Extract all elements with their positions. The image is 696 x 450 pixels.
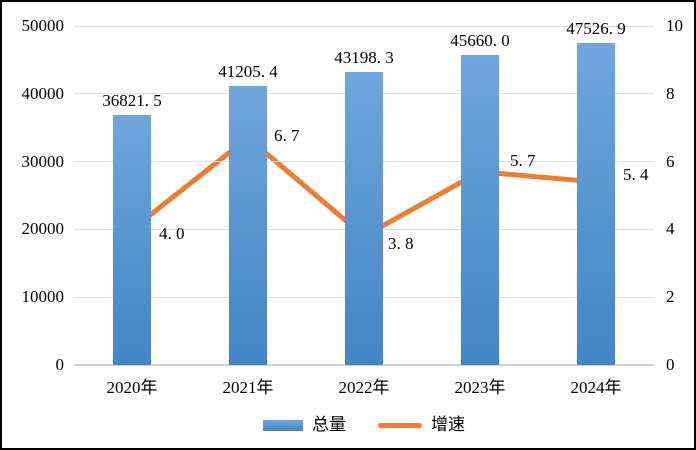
x-axis-label-2022年: 2022年 xyxy=(338,378,390,397)
gridline xyxy=(74,25,654,27)
legend-label-total: 总量 xyxy=(312,415,346,434)
left-axis-tick: 30000 xyxy=(21,151,65,171)
bar-2021年 xyxy=(229,85,267,365)
bar-value-label: 45660. 0 xyxy=(450,31,510,51)
left-axis-tick: 10000 xyxy=(21,287,65,307)
legend-label-growth: 增速 xyxy=(431,415,465,434)
line-value-label: 5. 7 xyxy=(510,150,536,170)
legend-item-growth: 增速 xyxy=(378,415,465,435)
right-axis-tick: 4 xyxy=(666,219,675,239)
left-axis-tick: 20000 xyxy=(21,219,65,239)
bar-value-label: 43198. 3 xyxy=(334,48,394,68)
line-value-label: 3. 8 xyxy=(388,234,414,254)
right-axis-tick: 2 xyxy=(666,287,675,307)
line-value-label: 5. 4 xyxy=(623,164,649,184)
right-axis-tick: 8 xyxy=(666,83,675,103)
x-axis-label-2023年: 2023年 xyxy=(454,378,506,397)
bar-value-label: 41205. 4 xyxy=(218,61,278,81)
bar-2023年 xyxy=(461,55,499,365)
left-axis-tick: 40000 xyxy=(21,83,65,103)
line-value-label: 4. 0 xyxy=(159,224,185,244)
x-axis-label-2024年: 2024年 xyxy=(570,378,622,397)
left-axis-tick: 0 xyxy=(55,355,65,374)
x-axis-label-2021年: 2021年 xyxy=(222,378,274,397)
left-axis-tick: 50000 xyxy=(21,16,65,35)
line-value-label: 6. 7 xyxy=(274,125,300,145)
legend: 总量 增速 xyxy=(74,413,654,437)
bar-value-label: 47526. 9 xyxy=(566,18,626,38)
x-axis-label-2020年: 2020年 xyxy=(106,378,158,397)
right-axis-tick: 10 xyxy=(666,16,683,35)
line-series-swatch xyxy=(378,422,422,428)
bar-2024年 xyxy=(577,42,615,365)
bar-value-label: 36821. 5 xyxy=(102,91,162,111)
legend-item-total: 总量 xyxy=(263,415,346,435)
bar-series-swatch xyxy=(263,419,303,431)
bar-2022年 xyxy=(345,72,383,365)
right-axis-tick: 0 xyxy=(666,355,675,374)
x-axis-line xyxy=(74,364,654,366)
bar-2020年 xyxy=(113,115,151,365)
right-axis-tick: 6 xyxy=(666,151,675,171)
